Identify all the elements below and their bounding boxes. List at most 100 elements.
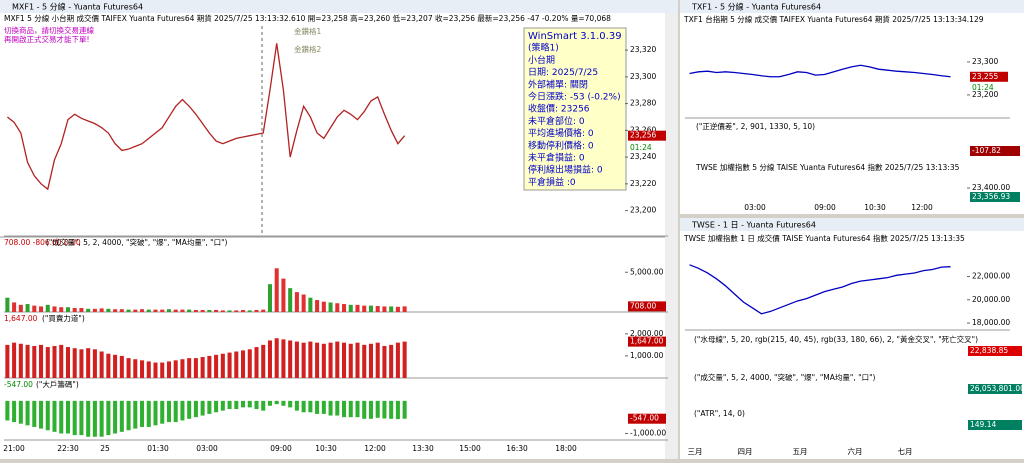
bar xyxy=(99,351,104,378)
warning: 再開啟正式交易才能下單! xyxy=(4,34,90,44)
bar xyxy=(72,308,77,312)
bar xyxy=(261,400,266,411)
scrollbar[interactable] xyxy=(665,13,678,459)
bar xyxy=(180,359,185,378)
label: 708.00 -806.00 0.00 xyxy=(4,238,81,247)
warning: 切換商品，請切換交易連線 xyxy=(4,25,94,35)
bar xyxy=(315,400,320,414)
bar xyxy=(321,400,326,414)
bar xyxy=(247,310,252,312)
bar xyxy=(395,342,400,378)
bar xyxy=(207,355,212,378)
label: 23,220 xyxy=(630,179,656,188)
bar xyxy=(254,347,259,378)
bar xyxy=(153,362,158,378)
price-line xyxy=(689,64,951,78)
title-bar xyxy=(0,0,678,13)
label: 22,838.85 xyxy=(970,346,1008,355)
label: 25 xyxy=(100,444,110,453)
bar xyxy=(254,310,259,312)
window-title: TWSE - 1 日 - Yuanta Futures64 xyxy=(691,221,816,230)
bar xyxy=(382,306,387,312)
bar xyxy=(52,345,57,378)
label: 22:30 xyxy=(57,444,79,453)
bar xyxy=(113,309,118,312)
bar xyxy=(5,344,10,378)
label: 18,000.00 xyxy=(972,318,1010,327)
bar xyxy=(32,345,37,378)
bar xyxy=(220,310,225,312)
bar xyxy=(113,400,118,434)
label: 六月 xyxy=(848,446,863,456)
bar xyxy=(146,361,151,378)
bar xyxy=(5,400,10,421)
bar xyxy=(267,284,272,312)
bar xyxy=(395,400,400,420)
bar xyxy=(12,302,17,312)
bar xyxy=(294,341,299,378)
bar xyxy=(25,304,30,312)
bar xyxy=(227,310,232,312)
bar xyxy=(355,304,360,312)
bar xyxy=(362,344,367,378)
price-tag xyxy=(968,384,1022,394)
bar xyxy=(79,349,84,378)
bar xyxy=(65,307,70,312)
bar xyxy=(368,305,373,312)
label: 日期: 2025/7/25 xyxy=(528,67,598,78)
bar xyxy=(288,400,293,408)
label: 23,300 xyxy=(972,57,998,66)
bar xyxy=(25,344,30,378)
bar xyxy=(193,400,198,418)
label: 15:00 xyxy=(459,444,481,453)
bar xyxy=(39,344,44,378)
bar xyxy=(99,400,104,437)
bar xyxy=(160,400,165,424)
bar xyxy=(214,400,219,413)
bar xyxy=(193,310,198,312)
bar xyxy=(368,343,373,378)
bar xyxy=(335,303,340,312)
price-tag xyxy=(970,192,1020,202)
bar xyxy=(261,309,266,312)
bar xyxy=(45,304,50,312)
label: 23,300 xyxy=(630,72,656,81)
bar xyxy=(220,400,225,411)
label: 2,000.00 xyxy=(630,329,664,338)
bar xyxy=(227,352,232,378)
bar xyxy=(220,353,225,378)
bar xyxy=(200,400,205,416)
label: 23,320 xyxy=(630,45,656,54)
bar xyxy=(52,306,57,312)
label: 10:30 xyxy=(864,203,886,212)
bar xyxy=(39,400,44,429)
annotation: 金鑽格1 xyxy=(294,26,321,36)
bar xyxy=(348,400,353,418)
bar xyxy=(241,400,246,408)
header: TWSE 加權指數 1 日 成交價 TAISE Yuanta Futures64… xyxy=(683,233,965,243)
bar xyxy=(92,349,97,378)
label: 16:30 xyxy=(506,444,528,453)
bar xyxy=(59,400,64,434)
label: 23,256 xyxy=(630,131,656,140)
bar xyxy=(267,400,272,406)
bar xyxy=(126,358,131,378)
bar xyxy=(166,309,171,312)
bar xyxy=(86,400,91,437)
bar xyxy=(389,400,394,419)
bar xyxy=(227,400,232,410)
bar xyxy=(301,400,306,413)
bar xyxy=(72,348,77,378)
bar xyxy=(355,400,360,418)
bar xyxy=(160,309,165,312)
bar xyxy=(301,342,306,378)
bar xyxy=(52,400,57,432)
bar xyxy=(200,357,205,378)
bar xyxy=(402,306,407,312)
bar xyxy=(321,301,326,312)
bar xyxy=(281,339,286,378)
bar xyxy=(281,278,286,312)
label: 四月 xyxy=(738,447,753,456)
bar xyxy=(12,400,17,423)
label: 12:00 xyxy=(364,444,386,453)
